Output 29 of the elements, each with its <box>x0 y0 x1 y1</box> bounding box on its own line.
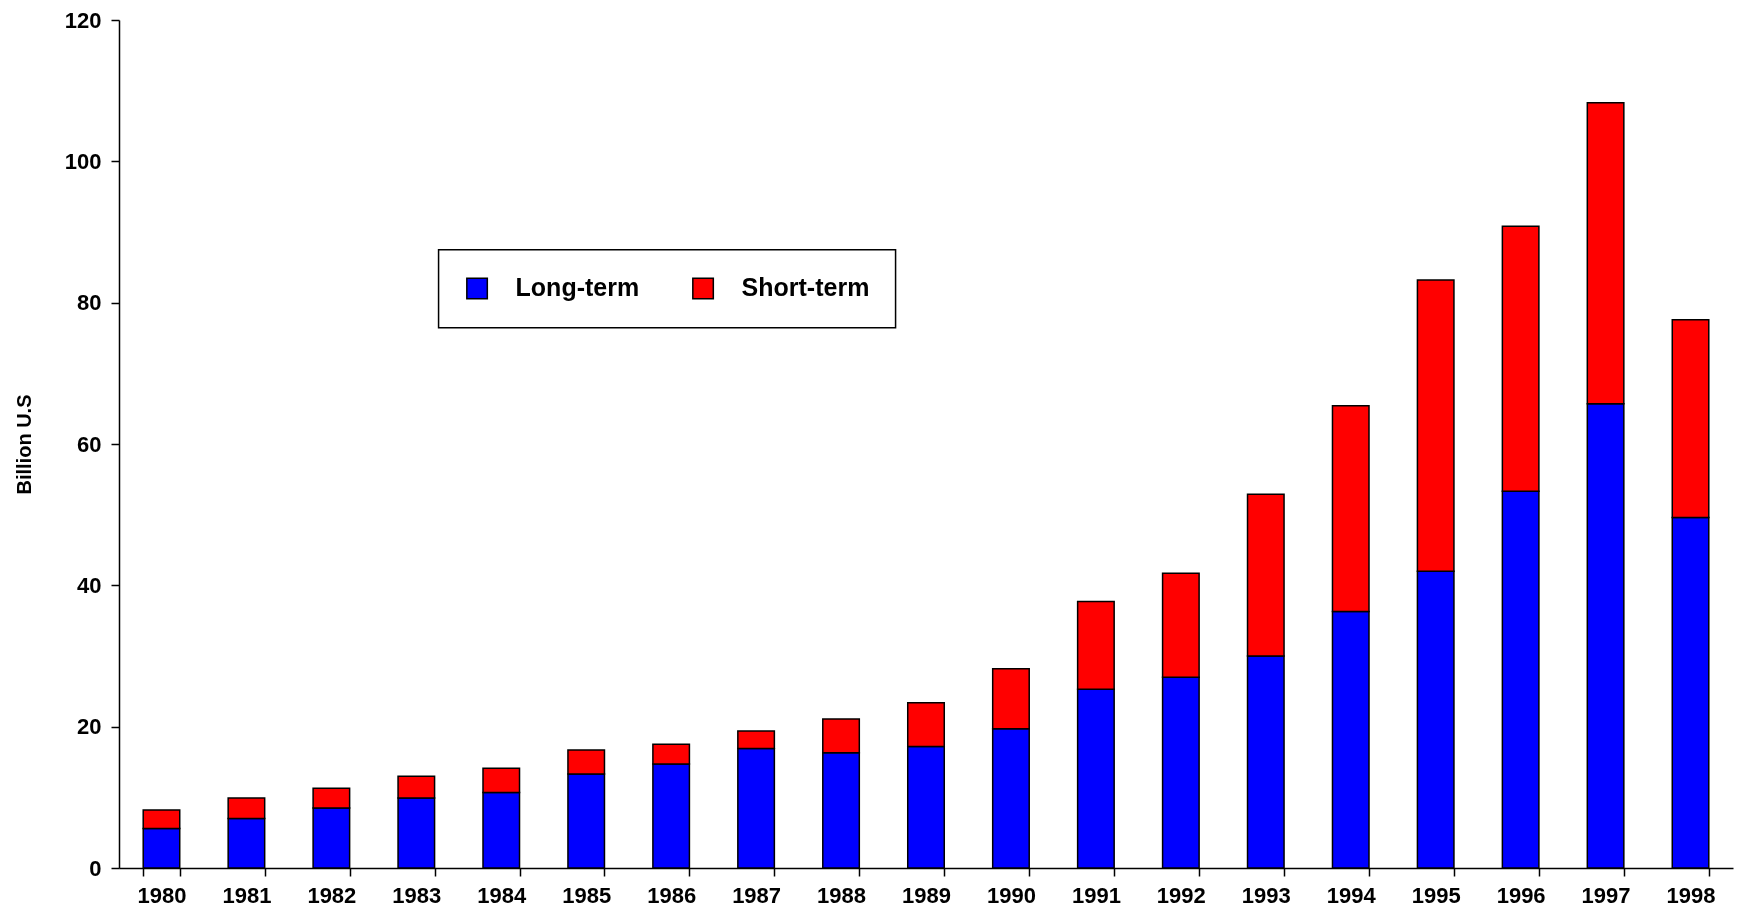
x-tick-label: 1990 <box>986 882 1036 908</box>
x-tick-label: 1989 <box>902 882 951 908</box>
legend-label: Short-term <box>741 273 870 302</box>
y-tick-label: 120 <box>64 7 102 33</box>
x-tick-label: 1986 <box>647 882 697 908</box>
y-tick-label: 80 <box>77 290 102 316</box>
x-tick-label: 1980 <box>137 882 187 908</box>
x-tick-label: 1996 <box>1496 882 1546 908</box>
x-tick-label: 1981 <box>222 882 272 908</box>
x-tick-label: 1991 <box>1071 882 1121 908</box>
y-axis-title: Billion U.S <box>12 394 35 495</box>
y-tick-label: 40 <box>77 572 102 598</box>
legend-label: Long-term <box>515 273 640 302</box>
y-tick-label: 0 <box>89 855 102 881</box>
y-tick-label: 100 <box>64 148 102 174</box>
x-tick-label: 1988 <box>817 882 867 908</box>
y-tick-label: 60 <box>77 431 102 457</box>
x-tick-label: 1982 <box>307 882 357 908</box>
x-tick-label: 1985 <box>562 882 612 908</box>
x-tick-label: 1983 <box>392 882 442 908</box>
x-tick-label: 1987 <box>732 882 782 908</box>
x-tick-label: 1984 <box>477 882 527 908</box>
x-tick-label: 1994 <box>1326 882 1377 908</box>
x-tick-label: 1992 <box>1156 882 1206 908</box>
x-tick-label: 1997 <box>1581 882 1631 908</box>
x-tick-label: 1993 <box>1241 882 1291 908</box>
y-tick-label: 20 <box>77 714 102 740</box>
x-tick-label: 1995 <box>1411 882 1461 908</box>
x-tick-label: 1998 <box>1666 882 1716 908</box>
